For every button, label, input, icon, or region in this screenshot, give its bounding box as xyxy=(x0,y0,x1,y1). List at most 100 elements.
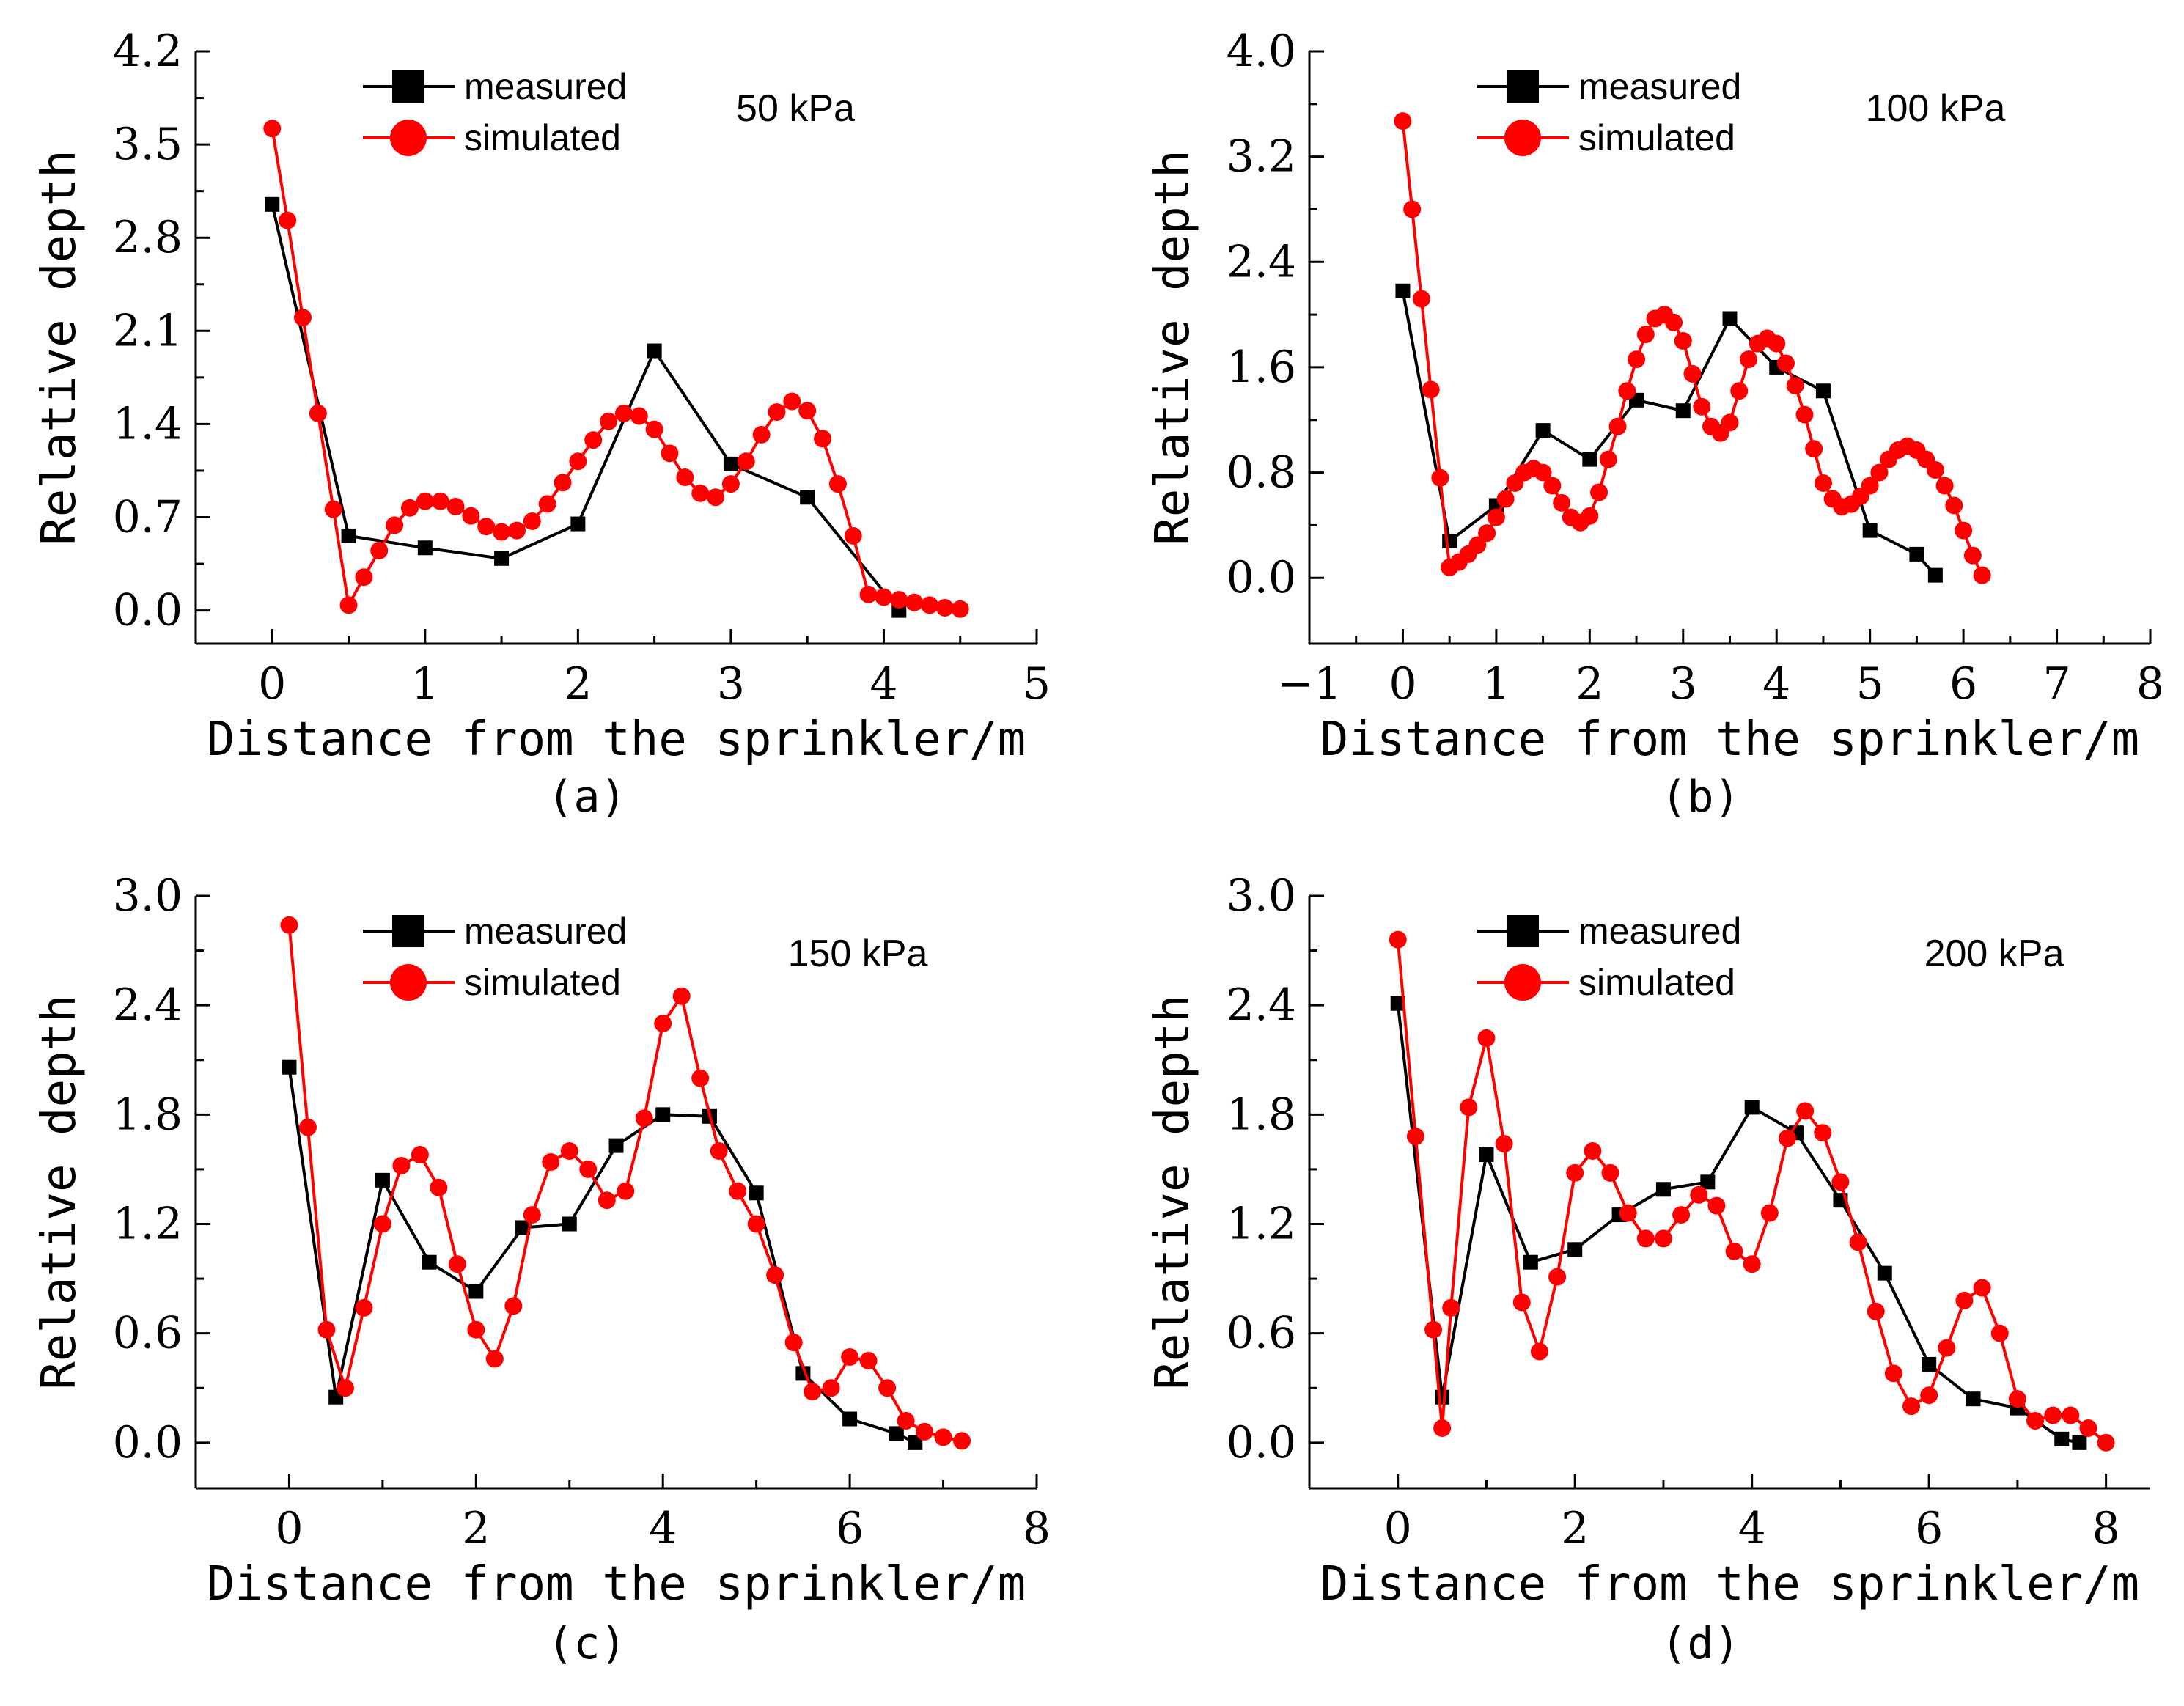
simulated-point xyxy=(859,585,878,603)
measured-point xyxy=(1567,1242,1583,1257)
simulated-point xyxy=(921,596,939,614)
measured-point xyxy=(749,1185,764,1201)
simulated-point xyxy=(431,492,449,510)
y-tick-label: 2.4 xyxy=(1227,236,1296,287)
simulated-point xyxy=(897,1412,915,1430)
simulated-point xyxy=(1618,382,1636,400)
simulated-point xyxy=(916,1422,934,1441)
simulated-point xyxy=(1487,508,1505,526)
simulated-point xyxy=(798,402,817,420)
simulated-point xyxy=(293,309,312,327)
simulated-point xyxy=(1424,1320,1443,1339)
measured-point xyxy=(515,1220,531,1235)
simulated-point xyxy=(783,392,801,411)
measured-line xyxy=(1396,1003,2080,1444)
y-tick-label: 2.1 xyxy=(113,305,183,356)
simulated-point xyxy=(493,523,511,541)
x-tick-label: 0 xyxy=(258,658,286,710)
legend-marker-simulated xyxy=(1504,120,1541,156)
simulated-point xyxy=(1926,460,1944,479)
y-axis-title: Relative depth xyxy=(32,994,87,1389)
legend-marker-measured xyxy=(1507,915,1539,947)
measured-point xyxy=(1744,1100,1760,1115)
simulated-point xyxy=(2079,1419,2097,1437)
simulated-point xyxy=(1683,364,1702,383)
measured-point xyxy=(1815,383,1831,399)
y-tick-label: 4.2 xyxy=(113,26,183,77)
simulated-point xyxy=(951,600,969,618)
simulated-point xyxy=(538,495,556,513)
measured-point xyxy=(1922,1356,1937,1372)
simulated-point xyxy=(411,1146,429,1164)
simulated-point xyxy=(1665,313,1683,331)
legend: measured simulated xyxy=(1477,66,1741,158)
simulated-point xyxy=(1608,417,1627,435)
legend-marker-simulated xyxy=(390,964,427,1001)
y-axis-title: Relative depth xyxy=(1146,150,1200,545)
measured-point xyxy=(889,1426,904,1441)
simulated-point xyxy=(560,1142,578,1161)
simulated-point xyxy=(1496,490,1515,508)
x-tick-label: 1 xyxy=(1482,658,1510,710)
simulated-point xyxy=(1721,413,1739,432)
simulated-point xyxy=(1796,1102,1815,1120)
simulated-point xyxy=(691,484,710,502)
simulated-point xyxy=(400,499,419,517)
x-tick-label: 5 xyxy=(1023,658,1051,710)
x-tick-label: 5 xyxy=(1856,658,1884,710)
simulated-point xyxy=(934,1428,952,1446)
simulated-point xyxy=(676,468,694,487)
simulated-point xyxy=(1548,1268,1567,1286)
measured-point xyxy=(1966,1391,1981,1407)
x-tick-label: 4 xyxy=(1738,1503,1766,1554)
simulated-point xyxy=(1431,468,1449,487)
simulated-point xyxy=(1478,524,1496,543)
panel-label: (c) xyxy=(547,1618,626,1669)
x-tick-label: 2 xyxy=(1561,1503,1589,1554)
y-axis-title: Relative depth xyxy=(1146,994,1200,1389)
x-tick-label: 3 xyxy=(1669,658,1697,710)
simulated-point xyxy=(721,475,740,493)
simulated-point xyxy=(1870,463,1889,482)
y-tick-label: 0.6 xyxy=(1227,1308,1296,1359)
simulated-point xyxy=(1739,350,1757,369)
simulated-point xyxy=(1861,477,1879,495)
simulated-point xyxy=(386,516,404,534)
simulated-point xyxy=(1636,326,1655,344)
y-tick-label: 2.4 xyxy=(1227,979,1296,1031)
simulated-point xyxy=(298,1118,317,1136)
simulated-point xyxy=(1867,1302,1885,1320)
measured-point xyxy=(265,196,280,212)
simulated-point xyxy=(737,452,755,471)
y-tick-label: 1.8 xyxy=(113,1089,183,1140)
measured-point xyxy=(562,1216,577,1232)
simulated-point xyxy=(1884,1364,1902,1383)
measured-point xyxy=(1442,533,1457,548)
simulated-point xyxy=(1403,200,1422,218)
measured-point xyxy=(2054,1431,2070,1446)
simulated-point xyxy=(878,1379,897,1397)
x-tick-label: 4 xyxy=(649,1503,677,1554)
simulated-point xyxy=(1730,382,1749,400)
legend: measured simulated xyxy=(1477,911,1741,1003)
simulated-point xyxy=(462,507,480,525)
measured-point xyxy=(647,343,662,359)
measured-point xyxy=(1862,523,1878,538)
simulated-point xyxy=(841,1347,859,1366)
simulated-point xyxy=(1477,1029,1496,1047)
x-tick-label: 8 xyxy=(1023,1503,1051,1554)
simulated-point xyxy=(1955,1291,1974,1309)
measured-point xyxy=(1479,1147,1494,1163)
simulated-point xyxy=(309,404,327,422)
simulated-point xyxy=(1707,1196,1726,1215)
simulated-point xyxy=(1601,1163,1619,1182)
y-tick-label: 1.4 xyxy=(113,398,183,449)
legend-marker-simulated xyxy=(390,120,427,156)
measured-point xyxy=(2072,1435,2087,1450)
simulated-point xyxy=(672,987,691,1005)
measured-point xyxy=(1877,1265,1892,1281)
x-tick-label: 4 xyxy=(1762,658,1790,710)
